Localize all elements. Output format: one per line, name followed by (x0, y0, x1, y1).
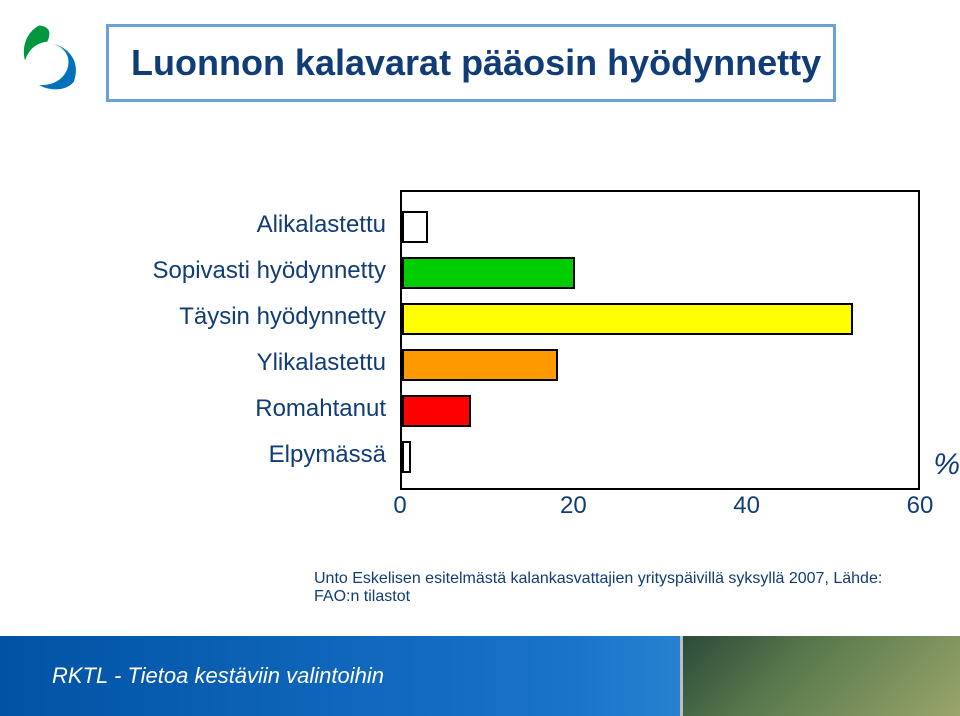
bar (402, 441, 411, 473)
x-tick: 60 (907, 492, 934, 520)
y-axis-labels: Alikalastettu Sopivasti hyödynnetty Täys… (70, 202, 400, 478)
page-title: Luonnon kalavarat pääosin hyödynnetty (131, 42, 821, 84)
y-label: Sopivasti hyödynnetty (70, 248, 400, 294)
bars-container (402, 204, 918, 480)
bar (402, 303, 853, 335)
footer-decorative-image (680, 636, 960, 716)
bar (402, 257, 575, 289)
x-tick: 0 (393, 492, 406, 520)
chart-caption: Unto Eskelisen esitelmästä kalankasvatta… (314, 570, 894, 606)
y-label: Täysin hyödynnetty (70, 294, 400, 340)
bar (402, 395, 471, 427)
bar (402, 349, 558, 381)
x-unit-label: % (933, 448, 960, 482)
rktl-logo (18, 22, 88, 92)
bar-chart: Alikalastettu Sopivasti hyödynnetty Täys… (70, 190, 890, 580)
title-box: Luonnon kalavarat pääosin hyödynnetty (106, 24, 836, 102)
x-tick: 20 (560, 492, 587, 520)
y-label: Ylikalastettu (70, 340, 400, 386)
y-label: Romahtanut (70, 386, 400, 432)
bar (402, 211, 428, 243)
footer-bar: RKTL - Tietoa kestäviin valintoihin (0, 636, 960, 716)
y-label: Alikalastettu (70, 202, 400, 248)
footer-text: RKTL - Tietoa kestäviin valintoihin (52, 663, 384, 689)
y-label: Elpymässä (70, 432, 400, 478)
x-tick: 40 (733, 492, 760, 520)
plot-area: % (400, 190, 920, 490)
